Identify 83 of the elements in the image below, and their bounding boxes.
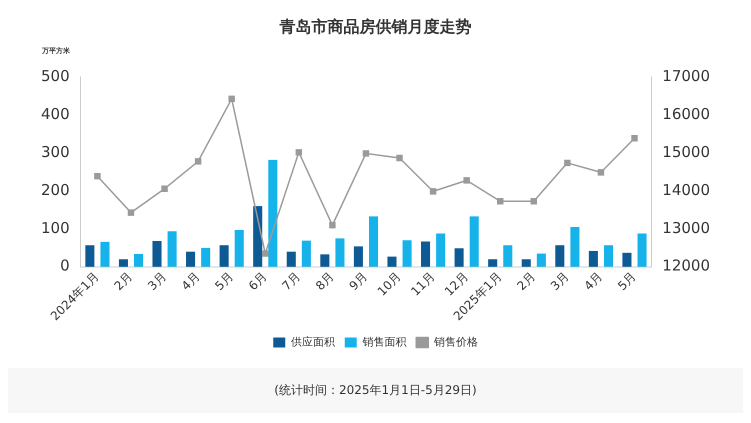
x-tick-label: 5月 — [615, 269, 639, 294]
point — [564, 160, 571, 166]
bar — [555, 245, 564, 267]
x-tick-label: 2月 — [514, 269, 538, 294]
bar — [186, 252, 196, 267]
bar — [320, 254, 330, 267]
x-tick-label: 9月 — [346, 269, 370, 294]
x-tick-label: 12月 — [442, 269, 471, 299]
y-tick-label: 300 — [40, 142, 70, 161]
bar — [503, 245, 512, 267]
legend-label: 供应面积 — [290, 335, 335, 348]
bar — [134, 254, 144, 267]
point — [598, 169, 604, 176]
point — [194, 158, 202, 165]
bar — [421, 241, 430, 267]
x-tick-label: 4月 — [178, 269, 202, 294]
point — [530, 198, 538, 204]
bar — [638, 233, 647, 267]
bar — [588, 250, 598, 267]
point — [262, 250, 268, 257]
point — [128, 209, 134, 216]
x-tick-label: 6月 — [246, 269, 270, 294]
bar — [387, 256, 397, 267]
legend-label: 销售价格 — [432, 335, 478, 348]
bar — [85, 245, 94, 267]
point — [161, 185, 168, 192]
point — [497, 198, 504, 204]
x-tick-label: 2月 — [112, 269, 136, 294]
y-tick-label: 100 — [40, 218, 70, 237]
point — [362, 150, 370, 157]
point — [463, 177, 470, 184]
bar — [253, 206, 262, 267]
bar — [522, 259, 531, 267]
bar — [302, 240, 311, 267]
bar — [234, 230, 244, 267]
point — [396, 154, 403, 162]
point — [631, 135, 638, 142]
bar — [402, 240, 412, 267]
point — [296, 149, 302, 156]
bar — [470, 216, 479, 267]
x-tick-label: 8月 — [312, 269, 337, 294]
x-tick-label: 3月 — [548, 269, 572, 294]
x-tick-label: 5月 — [212, 269, 236, 294]
point — [329, 222, 336, 228]
y2-tick-label: 13000 — [662, 218, 710, 237]
point — [94, 172, 101, 180]
x-tick-label: 4月 — [581, 269, 606, 294]
bar — [268, 160, 278, 267]
point — [228, 96, 235, 102]
bar — [286, 252, 296, 267]
bar — [168, 231, 177, 267]
chart-title: 青岛市商品房供销月度走势 — [278, 16, 472, 36]
bar — [488, 259, 498, 267]
bar — [604, 245, 614, 267]
y-tick-label: 200 — [40, 180, 70, 199]
y2-tick-label: 14000 — [662, 180, 710, 199]
bar — [100, 242, 110, 267]
bar — [622, 252, 632, 267]
bar — [201, 248, 210, 267]
y-tick-label: 400 — [40, 105, 70, 124]
legend-label: 销售面积 — [361, 335, 406, 348]
bar — [118, 259, 128, 267]
bar — [354, 246, 363, 267]
bar — [454, 248, 464, 267]
y2-tick-label: 15000 — [662, 142, 710, 161]
y-tick-label: 500 — [40, 67, 70, 86]
bar — [335, 238, 344, 267]
y2-tick-label: 12000 — [662, 256, 710, 275]
y2-tick-label: 17000 — [662, 67, 710, 86]
x-tick-label: 7月 — [279, 269, 304, 294]
bar — [536, 254, 546, 267]
x-tick-label: 3月 — [145, 269, 169, 294]
bar — [436, 233, 446, 267]
x-tick-label: 11月 — [408, 269, 438, 299]
text: (统计时间：2025年1月1日-5月29日) — [8, 368, 743, 413]
point — [430, 188, 436, 195]
y2-tick-label: 16000 — [662, 105, 710, 124]
x-tick-label: 10月 — [374, 269, 404, 299]
y-tick-label: 0 — [60, 256, 70, 275]
bar — [368, 216, 378, 267]
bar — [570, 227, 580, 267]
bar — [220, 245, 229, 267]
bar — [152, 241, 162, 267]
